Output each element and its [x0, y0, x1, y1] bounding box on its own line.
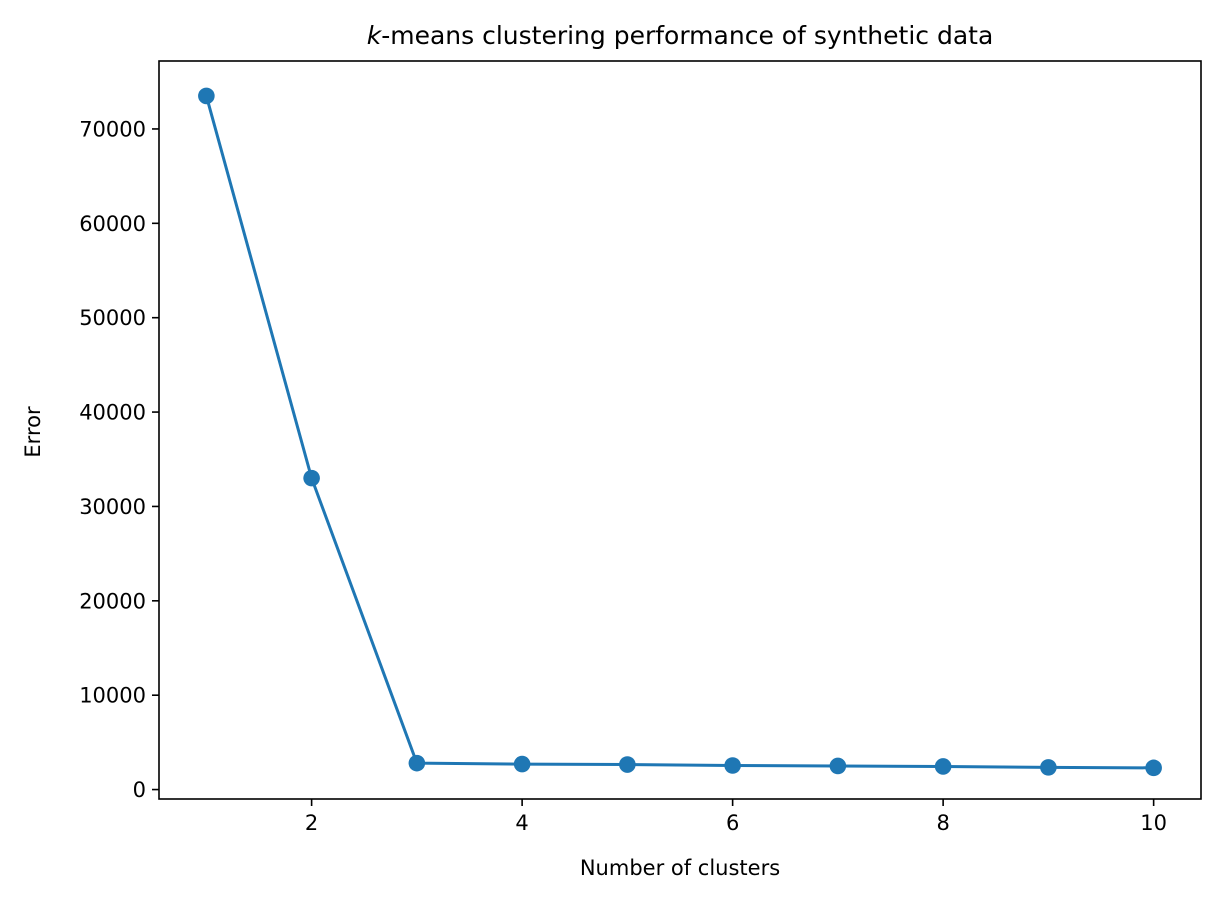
y-tick-label: 20000	[79, 589, 146, 613]
data-point	[619, 756, 636, 773]
y-tick-label: 40000	[79, 401, 146, 425]
series-line	[204, 95, 1154, 770]
chart-title-rest: -means clustering performance of synthet…	[381, 21, 993, 50]
chart-title: k-means clustering performance of synthe…	[367, 21, 994, 50]
data-point	[408, 754, 426, 772]
x-tick-label: 8	[936, 811, 949, 835]
y-tick-label: 10000	[79, 684, 146, 708]
chart-title-k: k	[367, 21, 383, 50]
x-tick-label: 4	[515, 811, 528, 835]
data-point	[198, 87, 215, 105]
x-axis-label: Number of clusters	[580, 856, 780, 880]
y-tick-label: 60000	[79, 212, 146, 236]
data-point	[513, 755, 531, 773]
data-point	[934, 758, 952, 775]
plot-frame	[158, 60, 1202, 800]
x-tick-label: 2	[305, 811, 318, 835]
y-axis-label: Error	[21, 406, 45, 458]
y-tick-label: 30000	[79, 495, 146, 519]
data-point	[1040, 759, 1057, 776]
y-tick-label: 50000	[79, 306, 146, 330]
plot-area	[198, 87, 1162, 777]
y-tick-label: 70000	[79, 117, 146, 141]
x-tick-label: 6	[726, 811, 739, 835]
data-point	[829, 757, 847, 775]
data-point	[724, 757, 741, 774]
x-axis-ticks: 2 4 6 8 10	[305, 799, 1167, 835]
data-point	[303, 469, 320, 487]
x-tick-label: 10	[1140, 811, 1167, 835]
data-point	[1145, 759, 1162, 777]
y-tick-label: 0	[133, 778, 146, 802]
y-axis-ticks: 0 10000 20000 30000 40000 50000 60000 70000	[79, 117, 159, 802]
